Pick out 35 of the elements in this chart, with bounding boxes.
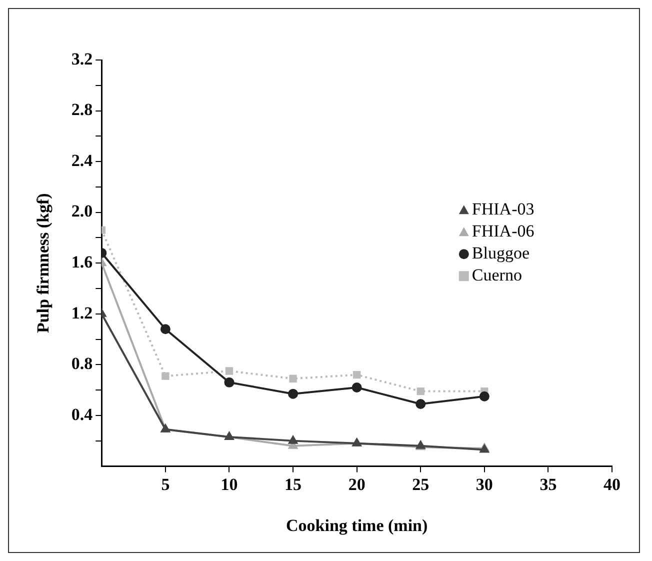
x-tick-label: 40	[604, 474, 620, 494]
point	[288, 436, 298, 444]
x-tick-label: 25	[412, 474, 430, 494]
point	[416, 387, 424, 396]
x-tick-label: 15	[284, 474, 302, 494]
y-axis-title: Pulp firmness (kgf)	[34, 193, 53, 333]
y-tick-label: 2.8	[71, 100, 93, 120]
point	[289, 374, 297, 382]
x-tick-label: 35	[540, 474, 557, 494]
point	[160, 324, 170, 334]
legend-label: Bluggoe	[472, 244, 530, 263]
point	[416, 399, 426, 409]
legend-label: FHIA-03	[472, 200, 534, 219]
x-tick-label: 20	[348, 474, 366, 494]
legend-label: FHIA-06	[472, 222, 534, 241]
point	[479, 391, 490, 402]
point	[224, 377, 234, 388]
y-tick-label: 2.0	[71, 202, 93, 221]
x-tick-label: 30	[476, 474, 493, 494]
point	[288, 388, 298, 399]
point	[162, 372, 170, 380]
x-axis-title: Cooking time (min)	[286, 516, 428, 536]
y-tick-label: 2.4	[71, 150, 94, 170]
y-tick-label: 1.2	[71, 303, 93, 322]
legend-label: Cuerno	[472, 266, 522, 285]
point	[480, 444, 489, 453]
y-tick-label: 0.4	[71, 404, 94, 424]
y-tick-label: 0.8	[71, 354, 93, 374]
x-tick-label: 10	[220, 474, 238, 494]
y-tick-label: 1.6	[71, 252, 93, 272]
point	[225, 367, 234, 375]
point	[352, 370, 361, 379]
y-tick-label: 3.2	[71, 49, 93, 68]
point	[352, 382, 362, 392]
x-tick-label: 5	[161, 474, 170, 494]
